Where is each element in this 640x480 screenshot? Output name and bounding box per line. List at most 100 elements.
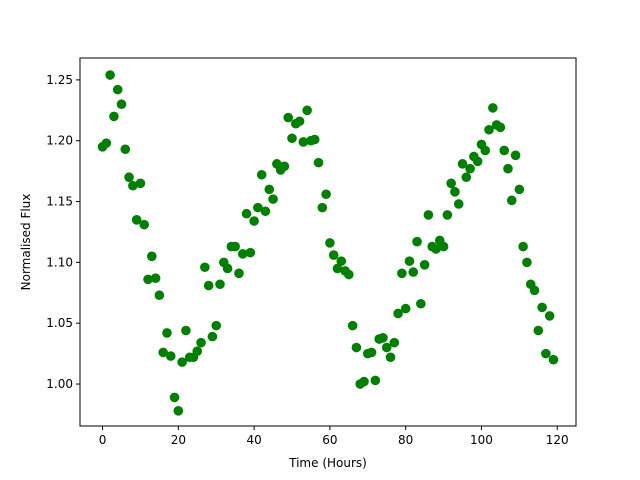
point <box>169 392 180 403</box>
point <box>211 320 222 331</box>
point <box>328 250 339 260</box>
point <box>143 274 153 285</box>
point <box>400 303 411 314</box>
point <box>332 263 343 274</box>
point <box>499 145 509 156</box>
point <box>453 199 464 209</box>
point <box>207 331 218 342</box>
point <box>256 169 267 180</box>
point <box>541 348 551 359</box>
point <box>325 238 335 248</box>
point <box>423 210 434 220</box>
point <box>150 273 161 283</box>
point <box>294 116 305 127</box>
point <box>253 202 263 213</box>
point <box>203 280 214 291</box>
point <box>181 325 191 336</box>
point <box>321 189 331 200</box>
point <box>336 256 347 266</box>
point <box>154 290 165 301</box>
x-tick-label: 60 <box>322 433 337 447</box>
point <box>416 298 426 309</box>
point <box>237 249 248 259</box>
point <box>488 103 498 113</box>
point <box>480 145 491 156</box>
point <box>404 256 415 266</box>
point <box>461 172 472 183</box>
point <box>215 279 225 290</box>
point <box>548 354 559 365</box>
point <box>287 133 297 144</box>
point <box>177 357 187 367</box>
y-tick-label: 1.10 <box>46 255 73 269</box>
point <box>234 268 244 279</box>
point <box>378 333 388 343</box>
point <box>544 311 555 321</box>
point <box>442 210 453 220</box>
point <box>495 122 506 133</box>
x-tick-label: 120 <box>546 433 569 447</box>
point <box>344 269 354 280</box>
point <box>230 241 240 252</box>
point <box>514 184 525 195</box>
x-tick-label: 40 <box>246 433 261 447</box>
point <box>533 325 544 336</box>
point <box>139 219 150 230</box>
y-tick-label: 1.15 <box>46 195 73 209</box>
point <box>438 241 449 252</box>
point <box>510 150 521 161</box>
point <box>109 111 119 122</box>
point <box>200 262 210 273</box>
point <box>116 99 127 110</box>
x-tick-label: 20 <box>171 433 186 447</box>
point <box>131 214 142 225</box>
point <box>408 267 419 277</box>
point <box>389 337 400 348</box>
point <box>249 216 259 226</box>
x-tick-label: 100 <box>470 433 493 447</box>
point <box>522 257 532 268</box>
point <box>192 346 203 356</box>
y-tick-label: 1.25 <box>46 73 73 87</box>
point <box>124 172 134 183</box>
point <box>101 138 112 148</box>
point <box>135 178 146 189</box>
point <box>446 178 456 189</box>
point <box>158 347 168 358</box>
point <box>268 194 278 204</box>
y-tick-label: 1.05 <box>46 316 73 330</box>
point <box>370 375 381 386</box>
point <box>465 163 475 174</box>
point <box>120 144 131 155</box>
point <box>245 247 256 258</box>
point <box>484 124 494 135</box>
point <box>222 263 233 274</box>
point <box>165 351 176 361</box>
point <box>283 112 294 123</box>
point <box>412 236 422 247</box>
x-tick-label: 80 <box>398 433 413 447</box>
point <box>260 206 271 217</box>
point <box>241 208 252 219</box>
point <box>518 241 528 252</box>
point <box>529 285 540 296</box>
point <box>472 156 483 167</box>
point <box>128 180 138 191</box>
point <box>147 251 157 262</box>
point <box>450 187 460 197</box>
point <box>431 244 441 254</box>
point <box>105 70 115 80</box>
y-axis-label: Normalised Flux <box>19 194 33 291</box>
point <box>393 308 403 319</box>
point <box>264 184 275 195</box>
point <box>385 352 396 363</box>
point <box>196 337 206 348</box>
point <box>279 161 290 172</box>
point <box>112 84 123 95</box>
point <box>351 342 362 353</box>
point <box>457 159 468 169</box>
y-tick-label: 1.20 <box>46 134 73 148</box>
x-tick-label: 0 <box>99 433 107 447</box>
point <box>317 202 328 213</box>
